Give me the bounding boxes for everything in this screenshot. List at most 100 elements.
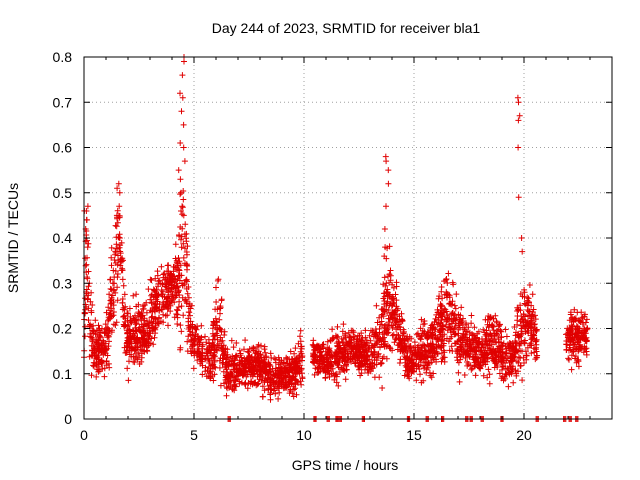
- data-point: [108, 254, 115, 261]
- data-point: [287, 348, 294, 355]
- data-point: [107, 297, 114, 304]
- data-point: [90, 359, 97, 366]
- data-point: [350, 345, 357, 352]
- data-point: [194, 333, 201, 339]
- data-point: [194, 323, 201, 330]
- data-point: [413, 365, 420, 372]
- data-point: [156, 314, 163, 321]
- data-point: [145, 336, 152, 343]
- data-point: [524, 302, 531, 309]
- data-point: [131, 333, 138, 339]
- data-point: [476, 364, 483, 371]
- data-point: [279, 377, 285, 384]
- data-point: [110, 302, 117, 309]
- data-point: [178, 244, 185, 251]
- data-point: [385, 180, 392, 187]
- data-point: [340, 342, 347, 349]
- data-point: [405, 355, 412, 362]
- data-point: [233, 353, 240, 360]
- data-point: [425, 333, 432, 340]
- data-point: [518, 316, 525, 323]
- data-point: [225, 363, 232, 370]
- data-point: [389, 332, 396, 339]
- data-point: [413, 377, 420, 384]
- data-point: [383, 203, 389, 210]
- data-point: [245, 349, 252, 356]
- data-point: [164, 262, 171, 269]
- data-point: [362, 334, 369, 341]
- data-point: [95, 322, 102, 329]
- data-point: [265, 385, 272, 392]
- data-point: [342, 332, 349, 339]
- data-point: [229, 386, 236, 393]
- data-point: [384, 292, 391, 299]
- data-point: [108, 262, 115, 269]
- data-point: [270, 387, 277, 394]
- data-point: [328, 363, 335, 370]
- data-point: [340, 321, 347, 328]
- y-tick-label: 0.1: [53, 366, 73, 382]
- data-point: [384, 286, 391, 293]
- data-point: [459, 334, 466, 341]
- data-point: [101, 342, 108, 349]
- data-point: [292, 363, 299, 370]
- data-point: [180, 240, 187, 247]
- data-point: [420, 377, 427, 384]
- data-point: [532, 356, 539, 363]
- data-point: [113, 223, 120, 230]
- data-point: [577, 336, 584, 343]
- data-point: [418, 355, 425, 362]
- data-point: [422, 349, 428, 356]
- data-point: [400, 330, 407, 337]
- data-point: [186, 309, 193, 316]
- data-point: [96, 368, 103, 375]
- data-point: [513, 329, 519, 336]
- data-point: [342, 376, 349, 383]
- data-point: [427, 372, 434, 379]
- data-point: [399, 317, 406, 324]
- data-point: [503, 371, 510, 378]
- data-point: [166, 272, 173, 279]
- data-point: [480, 372, 487, 379]
- data-point: [175, 287, 182, 294]
- data-point: [490, 327, 497, 334]
- data-point: [519, 348, 525, 355]
- data-point: [202, 333, 208, 340]
- data-point: [112, 260, 119, 266]
- data-point: [128, 353, 135, 360]
- data-point: [132, 321, 139, 328]
- data-point: [185, 294, 192, 301]
- data-point: [437, 310, 444, 317]
- data-point: [152, 308, 158, 315]
- data-point: [262, 349, 269, 356]
- data-point: [397, 337, 404, 344]
- data-point: [575, 317, 582, 324]
- data-point: [214, 347, 221, 354]
- data-point: [162, 312, 169, 319]
- data-point: [148, 300, 155, 307]
- data-point: [114, 219, 121, 226]
- data-point: [95, 327, 102, 334]
- data-point: [524, 297, 531, 304]
- data-point: [261, 346, 268, 353]
- data-point: [143, 309, 150, 316]
- data-point: [333, 334, 340, 341]
- data-point: [133, 350, 140, 357]
- data-point: [373, 302, 380, 309]
- data-point: [330, 335, 337, 342]
- data-point: [242, 364, 249, 371]
- data-point: [374, 319, 381, 326]
- data-point: [523, 352, 530, 359]
- data-point: [481, 349, 488, 356]
- data-point: [177, 346, 184, 353]
- data-point: [187, 305, 194, 312]
- data-point: [152, 315, 158, 322]
- data-point: [390, 331, 397, 338]
- data-point: [180, 212, 187, 219]
- data-point: [184, 290, 191, 297]
- data-point: [108, 244, 115, 251]
- data-point: [479, 336, 485, 342]
- data-point: [498, 328, 505, 335]
- data-point: [441, 331, 448, 338]
- data-point: [114, 185, 121, 192]
